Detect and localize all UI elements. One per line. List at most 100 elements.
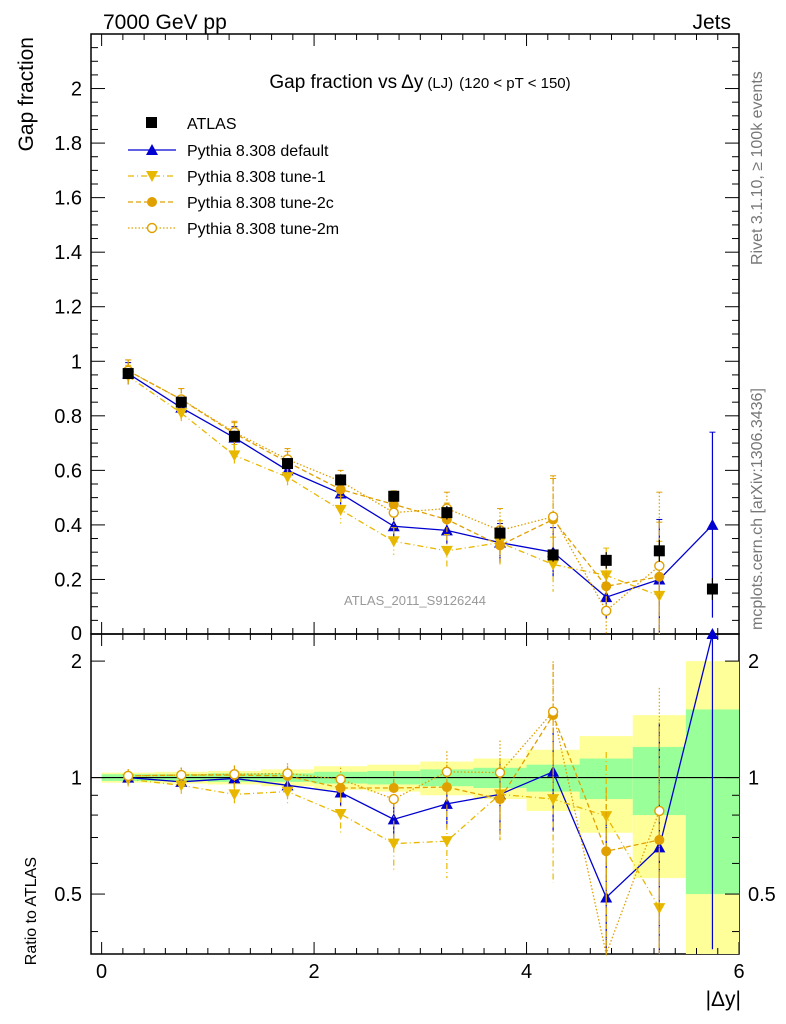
data-point [440,545,453,557]
ratio-point [547,706,559,717]
ratio-point [228,789,241,801]
y-tick-label: 1.2 [54,297,82,319]
y-tick-label: 1.6 [54,188,82,210]
ratio-point [547,794,560,806]
y-tick-label: 0.8 [54,406,82,428]
data-point [388,499,399,510]
legend-marker-tune-2m [146,222,158,234]
data-point [387,536,400,548]
ratio-series-line-3 [128,710,660,957]
chart-title: Gap fraction vs Δy (LJ) (120 < pT < 150) [269,72,570,93]
legend-marker-tune-2c [147,197,157,207]
data-point [601,605,612,617]
y-tick-label: 0.6 [54,460,82,482]
ratio-point [335,782,346,793]
main-panel-marks [122,359,719,634]
ratio-panel-marks [122,628,719,957]
data-point [547,511,559,522]
ratio-y-tick-label-left: 0.5 [54,884,82,906]
ratio-point [706,628,719,639]
x-tick-label: 2 [309,961,320,983]
legend: ATLAS Pythia 8.308 default Pythia 8.308 … [128,116,339,238]
y-tick-label: 0 [71,623,82,645]
data-point [335,484,346,495]
atlas-data-point [335,474,347,486]
y-axis-label-main: Gap fraction [15,37,38,151]
y-tick-label: 1 [71,351,82,373]
series-line-1 [127,375,660,597]
axes: 0 2 4 6 0.2 0.4 0.6 0.8 1 1.2 1.4 1.6 1.8 2 0 0.5 0.5 1 1 2… [54,33,776,983]
rivet-label: Rivet 3.1.10, ≥ 100k events [749,71,766,265]
data-point [494,540,505,551]
ratio-y-tick-label-right: 1 [748,768,759,790]
data-point [654,560,665,572]
legend-marker-default [146,144,158,155]
ratio-uncertainty-bands [101,661,739,954]
ratio-point [335,774,346,785]
atlas-data-point [600,554,612,566]
legend-label-atlas: ATLAS [187,116,237,133]
legend-label-tune-2m: Pythia 8.308 tune-2m [187,221,339,238]
ratio-series-line-0 [128,633,714,899]
data-point [228,450,241,462]
atlas-data-point [653,545,665,557]
chart-title-prefix: Gap fraction vs [269,72,397,93]
ratio-point [387,813,400,825]
legend-marker-atlas [146,117,157,128]
chart-title-suffix: (120 < pT < 150) [459,75,570,92]
ratio-point [334,809,347,821]
data-point [706,518,719,530]
analysis-label: ATLAS_2011_S9126244 [344,593,486,608]
mcplots-label: mcplots.cern.ch [arXiv:1306.3436] [749,388,766,630]
atlas-data-point [228,430,240,442]
ratio-y-tick-label-left: 1 [71,768,82,790]
ratio-point [494,767,506,778]
atlas-data-point [282,458,294,470]
x-tick-label: 4 [521,961,532,983]
ratio-point [654,834,665,845]
atlas-data-point [494,527,506,539]
legend-label-tune-2c: Pythia 8.308 tune-2c [187,195,334,212]
atlas-data-point [388,490,400,502]
data-point [388,507,399,518]
y-tick-label: 0.4 [54,515,82,537]
chart-title-small: (LJ) [427,75,453,92]
data-point [281,472,294,484]
y-tick-label: 2 [71,79,82,101]
ratio-point [441,766,453,778]
ratio-point [387,838,400,850]
ratio-point [282,768,293,779]
ratio-point [440,797,453,809]
data-point [547,559,560,571]
x-tick-label: 6 [733,961,744,983]
x-tick-label: 0 [96,961,107,983]
ratio-point [440,836,453,848]
atlas-data-point [547,549,559,561]
ratio-point [122,770,134,782]
y-tick-label: 1.4 [54,242,82,264]
atlas-data-point [122,368,134,380]
atlas-data-point [441,507,453,519]
ratio-point [654,805,665,817]
y-tick-label: 0.2 [54,569,82,591]
ratio-point [388,793,399,805]
legend-marker-tune-1 [146,171,158,182]
legend-label-tune-1: Pythia 8.308 tune-1 [187,169,326,186]
energy-label: 7000 GeV pp [103,11,227,34]
ratio-point [494,794,505,805]
ratio-y-tick-label-right: 2 [748,651,759,673]
ratio-point [176,769,187,781]
ratio-point [281,786,294,798]
data-point [387,520,400,532]
process-label: Jets [692,11,731,34]
ratio-y-tick-label-right: 0.5 [748,884,776,906]
atlas-data-point [706,583,718,595]
data-point [175,408,188,420]
y-tick-label: 1.8 [54,133,82,155]
x-axis-label: |Δy| [706,988,741,1011]
ratio-y-tick-label-left: 2 [71,651,82,673]
ratio-point [388,782,399,793]
ratio-point [229,769,240,780]
